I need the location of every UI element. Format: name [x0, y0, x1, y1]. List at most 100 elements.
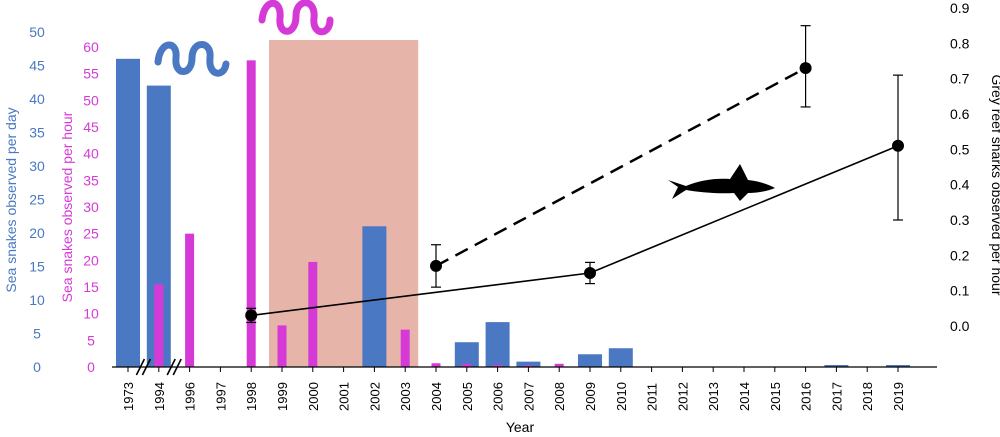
x-tick-label-2003: 2003	[398, 382, 413, 411]
shaded-period-layer	[269, 40, 419, 367]
x-tick-label-2000: 2000	[306, 382, 321, 411]
x-tick-label-2016: 2016	[799, 382, 814, 411]
bar-sea-snakes-per-day-1973	[116, 58, 140, 368]
y-axis-day-tick-45: 45	[29, 58, 45, 74]
shark-lines-layer	[245, 25, 904, 324]
bar-sea-snakes-per-day-2010	[608, 348, 633, 367]
y-axis-shark-tick-0.5: 0.5	[950, 141, 970, 157]
y-axis-shark-tick-0.6: 0.6	[950, 106, 970, 122]
y-axis-day-tick-25: 25	[29, 192, 45, 208]
x-tick-label-1973: 1973	[121, 382, 136, 411]
axis-break-mark-2	[166, 358, 176, 376]
y-axis-shark-tick-0.2: 0.2	[950, 247, 970, 263]
x-tick-label-2015: 2015	[768, 382, 783, 411]
bar-sea-snakes-per-hour-1994	[154, 284, 164, 367]
y-axis-day-title: Sea snakes observed per day	[3, 107, 19, 292]
y-axis-day-tick-30: 30	[29, 158, 45, 174]
y-axis-day-tick-0: 0	[33, 359, 41, 375]
x-tick-label-2002: 2002	[367, 382, 382, 411]
y-axis-hour-tick-15: 15	[83, 279, 99, 295]
x-tick-label-2011: 2011	[645, 383, 660, 411]
shark-line-solid-point-2009	[584, 267, 596, 279]
y-axis-hour-tick-25: 25	[83, 226, 99, 242]
y-axis-hour-tick-30: 30	[83, 199, 99, 215]
x-tick-label-2017: 2017	[829, 382, 844, 411]
y-axis-day-tick-15: 15	[29, 259, 45, 275]
y-axis-shark-tick-0.1: 0.1	[950, 283, 970, 299]
x-tick-label-1999: 1999	[275, 382, 290, 411]
y-axis-hour-tick-50: 50	[83, 92, 99, 108]
y-axis-shark-tick-0.7: 0.7	[950, 71, 970, 87]
y-axis-hour-tick-35: 35	[83, 172, 99, 188]
shark-line-dashed	[435, 66, 807, 268]
axis-break-mark-1	[141, 358, 152, 376]
bar-sea-snakes-per-hour-2008	[554, 363, 564, 367]
bar-sea-snakes-per-day-2017	[824, 364, 849, 367]
y-axis-day-tick-40: 40	[29, 91, 45, 107]
y-axis-shark-tick-0.4: 0.4	[950, 177, 970, 193]
icons-layer	[154, 0, 775, 201]
grey-reef-shark-icon	[668, 164, 775, 201]
shark-line-solid-point-2019	[892, 139, 904, 152]
bar-sea-snakes-per-day-2009	[578, 354, 602, 367]
bar-sea-snakes-per-hour-2005	[462, 363, 472, 367]
y-axis-shark-tick-0.9: 0.9	[950, 0, 970, 16]
y-axis-day-tick-20: 20	[29, 225, 45, 241]
y-axis-hour-title: Sea snakes observed per hour	[59, 111, 75, 302]
y-axis-shark-tick-0.0: 0.0	[950, 318, 970, 334]
bar-sea-snakes-per-hour-2006	[493, 364, 503, 367]
shaded-period	[269, 40, 419, 367]
bar-sea-snakes-per-hour-2004	[431, 363, 441, 367]
x-tick-label-2014: 2014	[737, 382, 752, 411]
x-tick-label-2008: 2008	[552, 382, 567, 411]
bar-sea-snakes-per-day-2007	[516, 361, 541, 367]
y-axis-hour-tick-5: 5	[87, 332, 95, 348]
bar-sea-snakes-per-hour-1999	[277, 325, 287, 367]
x-tick-label-2013: 2013	[706, 382, 721, 411]
x-tick-label-2018: 2018	[860, 382, 875, 411]
bar-sea-snakes-per-hour-2000	[308, 261, 318, 367]
y-axis-shark-tick-0.8: 0.8	[950, 35, 970, 51]
y-axis-hour-tick-55: 55	[83, 66, 99, 82]
x-tick-label-2009: 2009	[583, 382, 598, 411]
x-tick-label-2006: 2006	[491, 382, 506, 411]
axis-break-mark-3	[172, 358, 182, 376]
bar-sea-snakes-per-day-2006	[485, 322, 510, 367]
x-tick-label-1996: 1996	[183, 382, 198, 411]
bar-sea-snakes-per-day-2019	[886, 364, 910, 367]
y-axis-shark-tick-0.3: 0.3	[950, 212, 970, 228]
y-axis-shark-title: Grey reef sharks observed per hour	[989, 75, 1000, 296]
x-axis-title: Year	[506, 419, 535, 435]
x-tick-label-1998: 1998	[244, 382, 259, 411]
y-axis-hour-tick-0: 0	[87, 359, 95, 375]
shark-line-solid-point-1998	[245, 309, 258, 322]
shark-line-dashed-point-2004	[430, 259, 442, 272]
y-axis-hour-tick-60: 60	[83, 39, 99, 55]
axes-layer: 1973 1994 1996 1997 1998 1999 2000 2001 2002 2003…	[3, 0, 1000, 435]
x-tick-label-2019: 2019	[891, 382, 906, 411]
magenta-sea-snake-icon	[258, 0, 334, 36]
bar-sea-snakes-per-day-2005	[454, 342, 479, 367]
blue-sea-snake-icon	[154, 41, 230, 77]
shark-line-dashed-point-2016	[799, 62, 812, 75]
x-tick-label-2005: 2005	[460, 382, 475, 411]
x-tick-label-2012: 2012	[675, 382, 690, 411]
bar-sea-snakes-per-hour-2003	[400, 329, 410, 367]
bar-sea-snakes-per-hour-1996	[185, 233, 195, 367]
y-axis-hour-tick-45: 45	[83, 119, 99, 135]
axis-break-mark-0	[135, 358, 146, 376]
y-axis-day-tick-35: 35	[29, 125, 45, 141]
bar-sea-snakes-per-day-2002	[362, 226, 387, 367]
y-axis-day-tick-5: 5	[33, 326, 41, 342]
y-axis-hour-tick-20: 20	[83, 252, 99, 268]
x-tick-label-2001: 2001	[337, 382, 352, 411]
y-axis-hour-tick-10: 10	[83, 306, 99, 322]
y-axis-day-tick-10: 10	[29, 292, 45, 308]
bar-sea-snakes-per-hour-2007	[523, 365, 533, 367]
x-tick-label-1997: 1997	[213, 382, 228, 411]
y-axis-day-tick-50: 50	[29, 24, 45, 40]
bar-sea-snakes-per-hour-1998	[246, 60, 256, 367]
x-tick-label-2004: 2004	[429, 382, 444, 411]
y-axis-hour-tick-40: 40	[83, 146, 99, 162]
